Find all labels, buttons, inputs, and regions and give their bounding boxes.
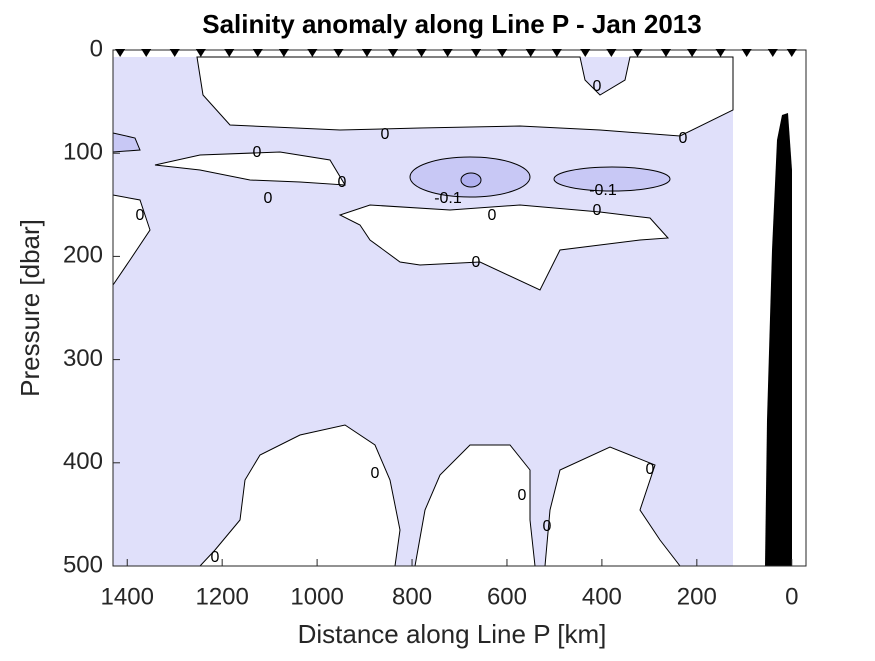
x-tick-label: 1400	[101, 583, 154, 610]
contour-label: 0	[371, 465, 380, 482]
y-tick-label: 0	[90, 35, 103, 62]
station-marker	[224, 49, 235, 57]
contour-label: 0	[253, 144, 262, 161]
contour-label: 0	[136, 207, 145, 224]
station-marker	[169, 49, 180, 57]
x-tick-label: 1000	[290, 583, 343, 610]
contour-label: 0	[264, 190, 273, 207]
contour-label: 0	[211, 549, 220, 566]
contour-label: 0	[472, 254, 481, 271]
station-marker	[388, 49, 399, 57]
contour-label: 0	[679, 130, 688, 147]
contour-fill	[112, 56, 792, 567]
contour-label: 0	[338, 174, 347, 191]
plot-frame	[112, 49, 807, 567]
chart-title: Salinity anomaly along Line P - Jan 2013	[202, 9, 701, 39]
y-tick-label: 100	[63, 139, 103, 166]
station-marker	[525, 49, 536, 57]
station-marker	[195, 49, 206, 57]
station-marker	[416, 49, 427, 57]
x-axis-label: Distance along Line P [km]	[298, 619, 607, 649]
contour-label: 0	[488, 207, 497, 224]
station-marker	[741, 49, 752, 57]
station-marker	[715, 49, 726, 57]
contour-label: 0	[593, 78, 602, 95]
station-marker	[660, 49, 671, 57]
contour-label: 0	[381, 126, 390, 143]
station-marker	[141, 49, 152, 57]
station-marker	[606, 49, 617, 57]
x-tick-label: 400	[582, 583, 622, 610]
station-marker	[278, 49, 289, 57]
station-marker	[687, 49, 698, 57]
x-tick-label: 200	[677, 583, 717, 610]
y-tick-label: 200	[63, 242, 103, 269]
station-marker	[307, 49, 318, 57]
contour-label: 0	[518, 487, 527, 504]
station-marker	[471, 49, 482, 57]
station-marker	[115, 49, 126, 57]
y-tick-label: 300	[63, 345, 103, 372]
x-tick-label: 800	[392, 583, 432, 610]
station-marker	[361, 49, 372, 57]
station-marker	[767, 49, 778, 57]
contour-label: 0	[543, 518, 552, 535]
station-marker	[497, 49, 508, 57]
contour-label: -0.1	[589, 182, 617, 199]
station-marker	[333, 49, 344, 57]
y-tick-label: 500	[63, 551, 103, 578]
x-tick-label: 600	[487, 583, 527, 610]
station-marker	[551, 49, 562, 57]
x-tick-label: 1200	[195, 583, 248, 610]
y-tick-label: 400	[63, 448, 103, 475]
station-marker	[580, 49, 591, 57]
station-marker	[632, 49, 643, 57]
station-marker	[786, 49, 797, 57]
station-marker	[442, 49, 453, 57]
station-marker	[252, 49, 263, 57]
contour-label: 0	[593, 202, 602, 219]
y-axis-label: Pressure [dbar]	[15, 219, 45, 397]
x-tick-label: 0	[785, 583, 798, 610]
contour-label: 0	[646, 461, 655, 478]
contour-label: -0.1	[434, 190, 462, 207]
